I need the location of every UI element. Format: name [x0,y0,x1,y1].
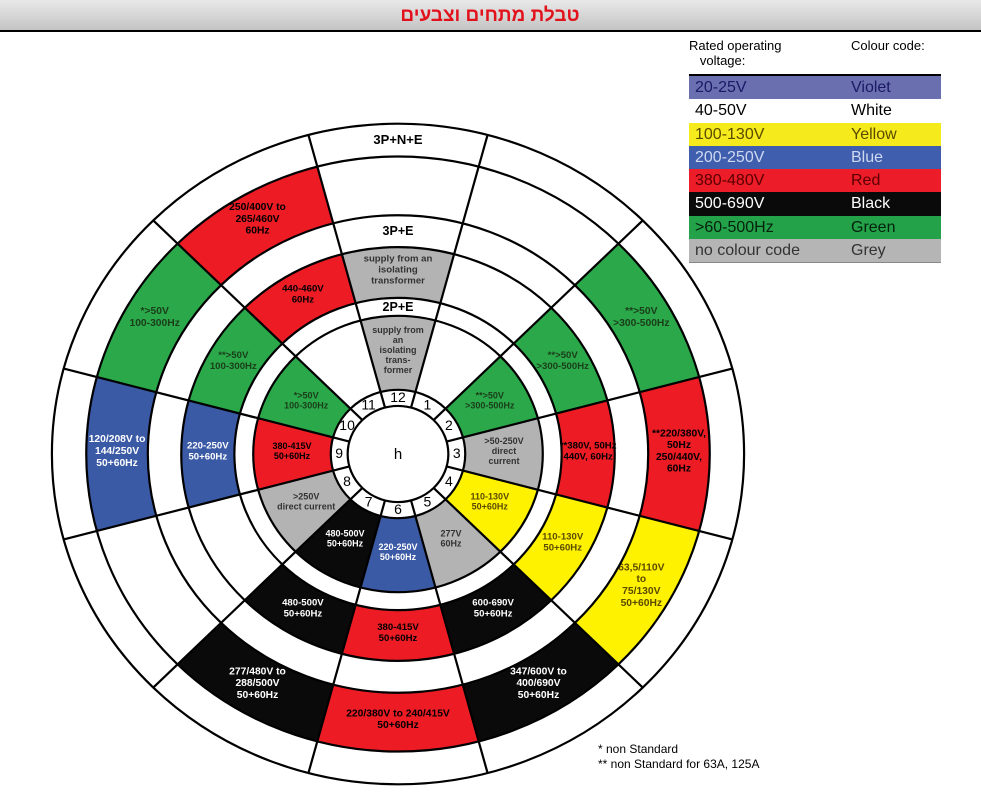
svg-text:3: 3 [453,445,461,461]
svg-text:6: 6 [394,501,402,517]
svg-text:7: 7 [365,494,373,510]
svg-text:10: 10 [339,417,355,433]
svg-text:5: 5 [424,494,432,510]
svg-text:8: 8 [343,473,351,489]
svg-text:1: 1 [424,396,432,412]
svg-text:3P+N+E: 3P+N+E [373,132,422,147]
svg-text:11: 11 [361,396,376,412]
svg-text:2P+E: 2P+E [383,300,414,314]
svg-text:4: 4 [445,473,453,489]
svg-text:h: h [394,446,402,463]
svg-text:3P+E: 3P+E [383,224,414,238]
svg-text:9: 9 [335,445,343,461]
svg-text:2: 2 [445,417,453,433]
svg-text:12: 12 [390,389,406,405]
